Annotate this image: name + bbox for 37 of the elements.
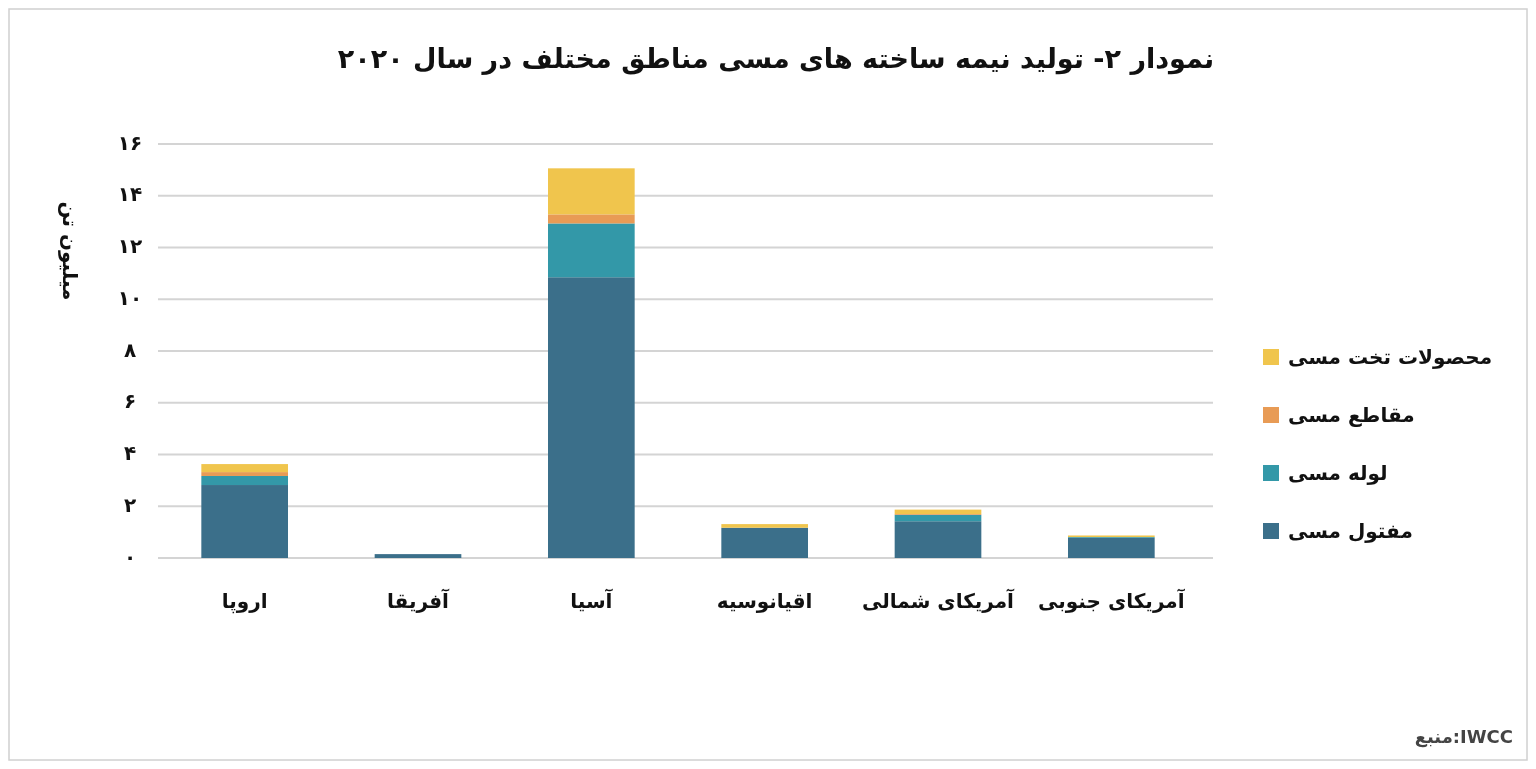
bar xyxy=(201,475,288,486)
bar xyxy=(201,472,288,476)
bar xyxy=(548,168,635,215)
bar xyxy=(548,277,635,558)
x-tick-label: آمریکای شمالی xyxy=(862,588,1016,613)
y-tick-label: ۲ xyxy=(123,492,137,517)
x-tick-label: آفریقا xyxy=(387,588,451,613)
x-tick-label: آمریکای جنوبی xyxy=(1038,588,1186,613)
bar xyxy=(721,524,808,528)
y-tick-label: ۱۰ xyxy=(117,285,143,310)
bar xyxy=(894,514,982,522)
legend-label: مفتول مسی xyxy=(1288,518,1413,543)
y-tick-label: ۸ xyxy=(123,337,137,362)
bar xyxy=(1068,537,1155,558)
y-tick-label: ۶ xyxy=(123,389,137,414)
text: منبع:IWCC xyxy=(1414,726,1513,748)
bar xyxy=(721,527,808,558)
chart-title: نمودار ۲- تولید نیمه ساخته های مسی مناطق مختلف در سال ۲۰۲۰ xyxy=(337,43,1215,75)
y-tick-label: ۱۲ xyxy=(117,234,143,258)
legend-label: محصولات تخت مسی xyxy=(1288,344,1493,369)
bar xyxy=(548,223,635,278)
x-tick-label: اروپا xyxy=(221,589,268,614)
y-tick-label: ۴ xyxy=(123,441,137,465)
legend-label: لوله مسی xyxy=(1288,460,1388,485)
y-tick-label: ۱۴ xyxy=(117,182,143,207)
bar xyxy=(894,509,982,515)
x-tick-label: اقیانوسیه xyxy=(716,589,813,613)
bar xyxy=(374,554,462,558)
bar xyxy=(201,485,288,558)
bar xyxy=(201,464,288,473)
x-tick-label: آسیا xyxy=(570,588,614,613)
legend-label: مقاطع مسی xyxy=(1288,402,1415,427)
y-axis-title: میلیون تن xyxy=(57,201,82,301)
y-tick-label: ۰ xyxy=(123,544,137,569)
y-tick-label: ۱۶ xyxy=(117,130,143,155)
bar xyxy=(894,521,982,558)
bar xyxy=(548,214,635,224)
